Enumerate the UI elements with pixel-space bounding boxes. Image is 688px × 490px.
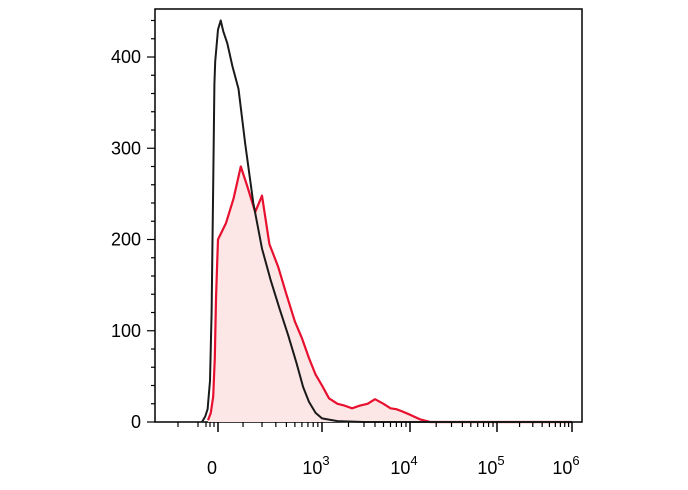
y-axis: 0 100 200 300 400 xyxy=(111,19,155,432)
y-tick-label: 0 xyxy=(131,412,141,432)
x-tick-label: 105 xyxy=(477,453,504,478)
y-tick-label: 200 xyxy=(111,230,141,250)
y-tick-label: 100 xyxy=(111,321,141,341)
y-tick-label: 300 xyxy=(111,138,141,158)
series-1-line xyxy=(206,165,572,424)
series-layer xyxy=(201,19,572,424)
y-tick-label: 400 xyxy=(111,47,141,67)
x-tick-label: 103 xyxy=(302,453,329,478)
x-tick-label: 104 xyxy=(390,453,417,478)
series-1-fill xyxy=(208,166,572,422)
x-tick-label: 106 xyxy=(552,453,579,478)
x-axis: 0 103 104 105 106 xyxy=(177,422,580,478)
series-0-line xyxy=(201,19,572,423)
x-tick-label: 0 xyxy=(207,458,217,478)
